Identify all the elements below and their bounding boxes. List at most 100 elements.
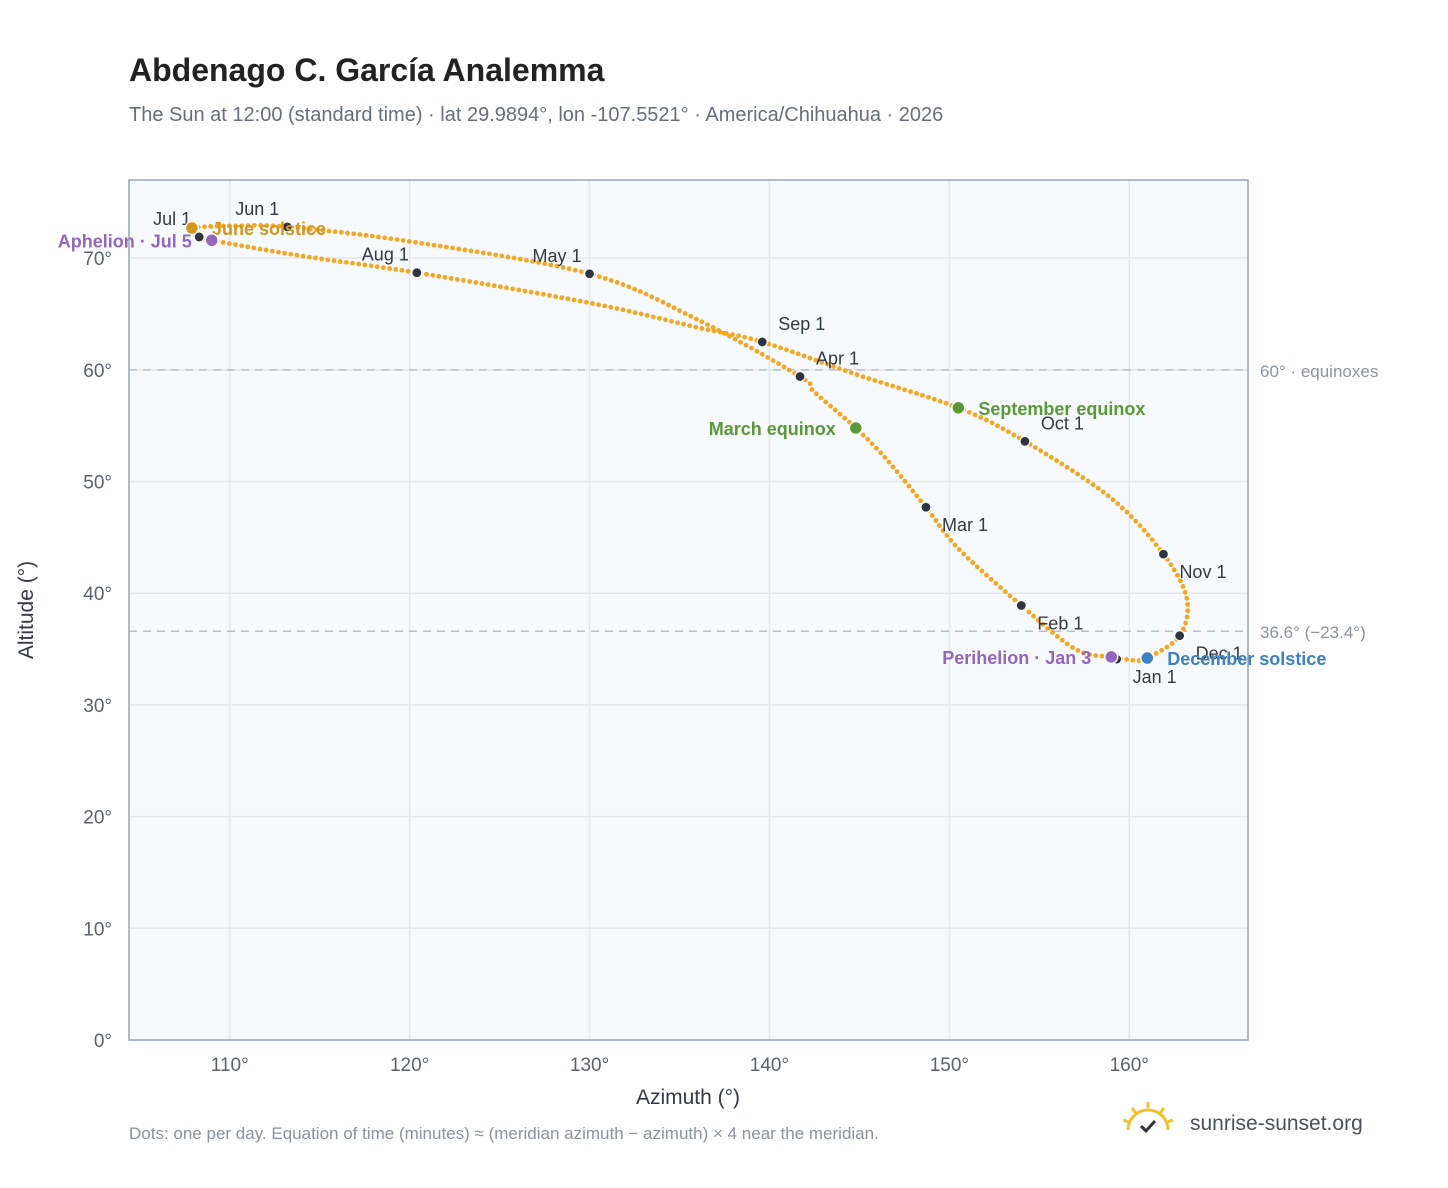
daily-dot [1153, 650, 1159, 656]
month-marker [411, 267, 423, 279]
daily-dot [898, 474, 904, 479]
daily-dot [705, 322, 710, 328]
daily-dot [491, 283, 497, 289]
daily-dot [998, 585, 1003, 590]
daily-dot [356, 261, 362, 267]
daily-dot [425, 241, 431, 247]
daily-dot [965, 555, 971, 561]
daily-dot [1081, 650, 1087, 656]
daily-dot [657, 315, 662, 321]
y-tick-label: 10° [83, 919, 112, 940]
equinox-marker [848, 420, 864, 436]
daily-dot [1183, 620, 1189, 626]
daily-dot [1012, 597, 1018, 603]
daily-dot [956, 547, 962, 552]
brand[interactable]: sunrise-sunset.org [1120, 1100, 1420, 1150]
daily-dot [823, 399, 829, 405]
daily-dot [865, 436, 871, 442]
daily-dot [431, 242, 437, 248]
daily-dot [989, 420, 995, 426]
daily-dot [789, 349, 795, 355]
daily-dot [854, 372, 860, 378]
daily-dot [1070, 468, 1075, 474]
daily-dot [944, 533, 950, 538]
daily-dot [914, 391, 919, 396]
daily-dot [748, 336, 754, 342]
daily-dot [638, 311, 644, 317]
daily-dot [920, 392, 925, 398]
daily-dot [405, 268, 411, 274]
daily-dot [511, 255, 517, 261]
daily-dot [860, 374, 866, 380]
daily-dot [437, 243, 443, 249]
daily-dot [813, 391, 819, 397]
daily-dot [1038, 448, 1044, 454]
daily-dot [1175, 572, 1180, 578]
daily-dot [890, 383, 896, 389]
daily-dot [825, 361, 831, 367]
month-label: Feb 1 [1037, 614, 1083, 634]
daily-dot [307, 226, 313, 232]
daily-dot [388, 236, 394, 242]
y-tick-label: 40° [83, 584, 112, 605]
reference-line-label: 36.6° (−23.4°) [1260, 623, 1366, 642]
daily-dot [523, 257, 529, 263]
daily-dot [306, 254, 312, 260]
daily-dot [663, 317, 668, 323]
daily-dot [966, 409, 972, 415]
daily-dot [1124, 657, 1130, 662]
apsis-marker [1104, 649, 1119, 665]
daily-dot [837, 411, 843, 417]
daily-dot [1159, 647, 1165, 653]
daily-dot [548, 262, 554, 268]
daily-dot [1145, 532, 1151, 538]
daily-dot [1093, 653, 1099, 658]
y-tick-label: 60° [83, 361, 112, 382]
daily-dot [331, 258, 337, 264]
daily-dot [326, 228, 332, 234]
daily-dot [1032, 445, 1038, 450]
daily-dot [505, 254, 511, 260]
daily-dot [547, 292, 552, 298]
daily-dot [602, 276, 608, 281]
daily-dot [596, 302, 601, 308]
daily-dot [528, 289, 534, 295]
event-markers: March equinox September equinox June solst… [58, 219, 1327, 669]
daily-dot [772, 343, 778, 349]
daily-dot [602, 303, 608, 309]
daily-dot [682, 311, 688, 316]
daily-dot [436, 273, 442, 279]
daily-dot [654, 297, 660, 302]
daily-dot [282, 250, 288, 256]
daily-dot [649, 294, 655, 300]
equinox-marker [951, 400, 966, 416]
daily-dot [614, 306, 620, 311]
daily-dot [1007, 593, 1013, 599]
daily-dot [1110, 497, 1116, 503]
daily-dot [940, 528, 946, 534]
daily-dot [620, 282, 626, 287]
month-label: Jun 1 [235, 199, 279, 219]
daily-dot [319, 256, 325, 262]
brand-name: sunrise-sunset.org [1190, 1112, 1363, 1135]
daily-dot [776, 361, 781, 367]
daily-dot [424, 271, 429, 277]
sun-logo-icon [1122, 1102, 1174, 1134]
december_solstice-marker [1140, 650, 1155, 666]
daily-dot [711, 328, 717, 334]
daily-dot [487, 251, 492, 257]
daily-dot [626, 308, 632, 314]
daily-dot [632, 286, 638, 292]
daily-dot [671, 305, 677, 311]
daily-dot [1180, 584, 1186, 589]
daily-dot [300, 253, 306, 259]
month-label: Jan 1 [1133, 667, 1177, 687]
month-marker [281, 221, 293, 233]
daily-dot [1075, 648, 1081, 653]
daily-dot [590, 301, 595, 306]
daily-dot [699, 326, 705, 331]
daily-dot [784, 347, 789, 353]
daily-dot [276, 223, 282, 229]
daily-dot [257, 246, 263, 252]
y-tick-label: 20° [83, 808, 112, 829]
